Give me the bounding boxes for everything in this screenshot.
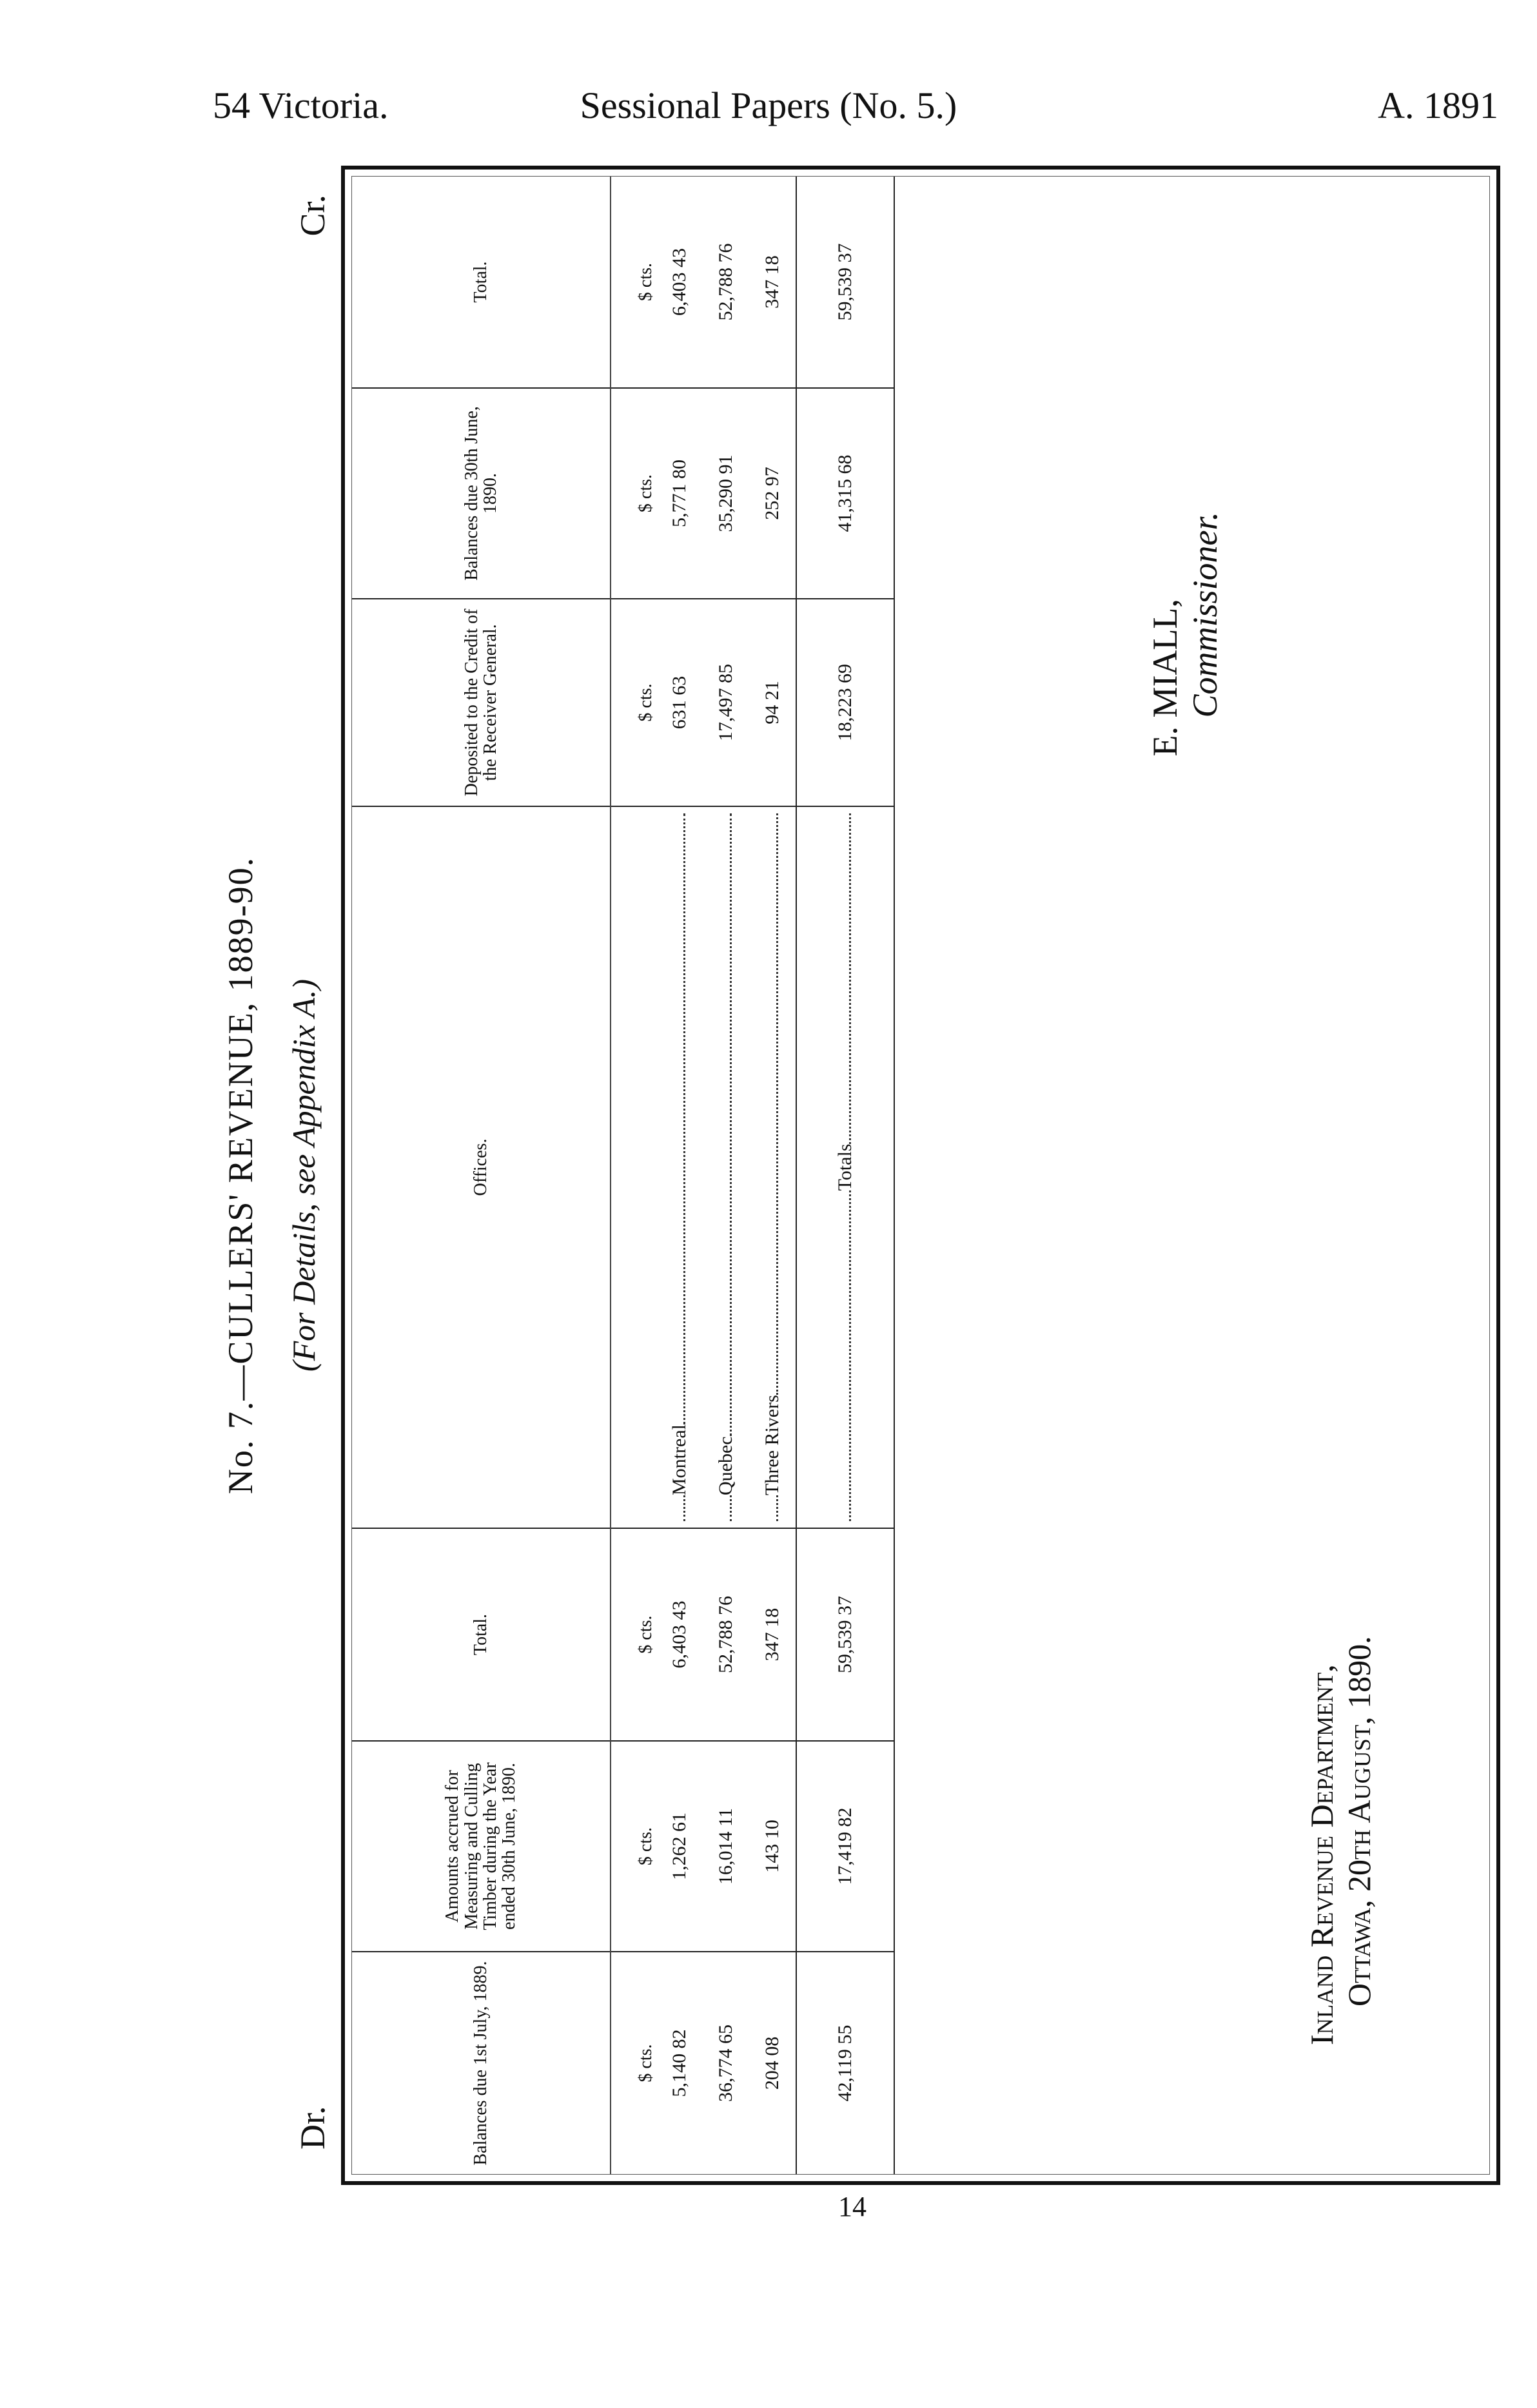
table-title: No. 7.—CULLERS' REVENUE, 1889-90. — [221, 856, 260, 1495]
total-accrued: 17,419 82 — [796, 1741, 894, 1952]
table-row: 204 08 143 10 347 18 Three Rivers 94 21 252 9… — [749, 177, 796, 2174]
running-head-center: Sessional Papers (No. 5.) — [580, 84, 957, 126]
total-dr: 52,788 76 — [703, 1528, 749, 1741]
unit-row: $ cts. $ cts. $ cts. $ cts. $ cts. $ cts… — [611, 177, 656, 2174]
unit: $ cts. — [611, 177, 656, 388]
department-dateline: Inland Revenue Department, Ottawa, 20th … — [1303, 1636, 1378, 2045]
signature-title: Commissioner. — [1186, 512, 1224, 718]
header-total-dr: Total. — [352, 1528, 611, 1741]
total-bal-1890: 41,315 68 — [796, 388, 894, 599]
header-offices: Offices. — [352, 806, 611, 1528]
bal-1890: 5,771 80 — [656, 388, 703, 599]
unit: $ cts. — [636, 2044, 656, 2083]
deposited: 94 21 — [749, 599, 796, 806]
credit-label: Cr. — [293, 195, 332, 237]
table-row: 5,140 82 1,262 61 6,403 43 Montreal 631 63 5,… — [656, 177, 703, 2174]
running-head-left: 54 Victoria. — [213, 84, 389, 126]
total-dr: 6,403 43 — [656, 1528, 703, 1741]
header-amounts-accrued: Amounts accrued for Measuring and Cullin… — [352, 1741, 611, 1952]
place-date: Ottawa, 20th August, 1890. — [1341, 1636, 1377, 2006]
bal-1890: 252 97 — [749, 388, 796, 599]
running-head-right: A. 1891 — [1378, 84, 1498, 126]
total-deposited: 18,223 69 — [796, 599, 894, 806]
header-balances-1889: Balances due 1st July, 1889. — [352, 1952, 611, 2174]
unit: $ cts. — [611, 388, 656, 599]
table-subtitle: (For Details, see Appendix A.) — [286, 978, 322, 1372]
accrued: 143 10 — [749, 1741, 796, 1952]
totals-row: 42,119 55 17,419 82 59,539 37 Totals 18,… — [796, 177, 894, 2174]
totals-label: Totals — [834, 1143, 856, 1191]
total-cr: 6,403 43 — [656, 177, 703, 388]
deposited: 17,497 85 — [703, 599, 749, 806]
revenue-table: Balances due 1st July, 1889. Amounts acc… — [352, 177, 895, 2174]
debit-label: Dr. — [293, 2106, 332, 2150]
total-dr: 59,539 37 — [796, 1528, 894, 1741]
signature-name: E. MIALL, — [1146, 599, 1184, 757]
total-cr: 347 18 — [749, 177, 796, 388]
deposited: 631 63 — [656, 599, 703, 806]
bal-1889: 5,140 82 — [669, 2029, 690, 2097]
accrued: 1,262 61 — [656, 1741, 703, 1952]
total-dr: 347 18 — [749, 1528, 796, 1741]
header-balances-1890: Balances due 30th June, 1890. — [352, 388, 611, 599]
accrued: 16,014 11 — [703, 1741, 749, 1952]
page-number: 14 — [838, 2191, 866, 2222]
total-bal-1889: 42,119 55 — [796, 1952, 894, 2174]
table-frame: Balances due 1st July, 1889. Amounts acc… — [341, 166, 1500, 2185]
bal-1889: 36,774 65 — [715, 2024, 736, 2102]
unit: $ cts. — [611, 1741, 656, 1952]
office-name: Quebec — [715, 1436, 736, 1495]
bal-1889: 204 08 — [761, 2036, 783, 2090]
signature: E. MIALL, Commissioner. — [1145, 512, 1225, 757]
department-name: Inland Revenue Department, — [1304, 1664, 1340, 2045]
table-row: 36,774 65 16,014 11 52,788 76 Quebec 17,497 … — [703, 177, 749, 2174]
total-cr: 52,788 76 — [703, 177, 749, 388]
rotated-table-page: No. 7.—CULLERS' REVENUE, 1889-90. (For D… — [215, 166, 1500, 2185]
bal-1890: 35,290 91 — [703, 388, 749, 599]
header-total-cr: Total. — [352, 177, 611, 388]
unit: $ cts. — [611, 1528, 656, 1741]
unit: $ cts. — [611, 599, 656, 806]
total-cr: 59,539 37 — [796, 177, 894, 388]
office-name: Montreal — [669, 1424, 690, 1495]
header-deposited: Deposited to the Credit of the Receiver … — [352, 599, 611, 806]
office-name: Three Rivers — [761, 1395, 783, 1495]
header-row: Balances due 1st July, 1889. Amounts acc… — [352, 177, 611, 2174]
